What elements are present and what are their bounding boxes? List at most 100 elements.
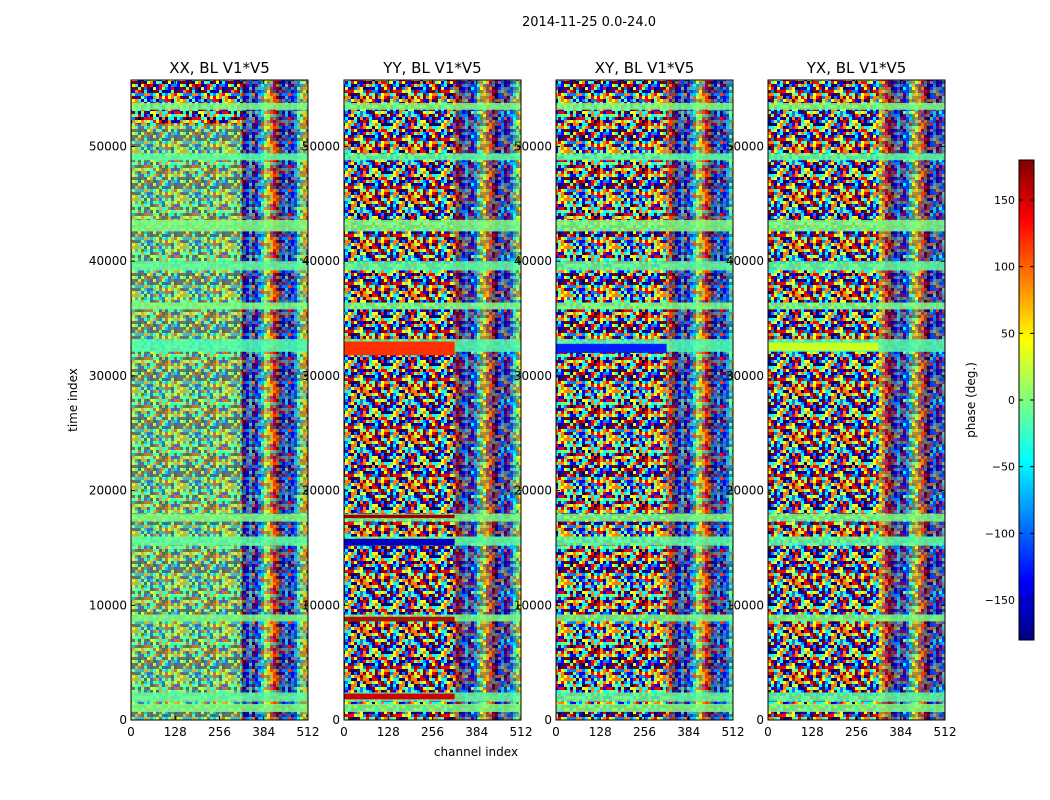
x-tick-label: 128 [589,725,612,739]
x-tick-label: 384 [677,725,700,739]
phase-fringes-xy [666,80,733,720]
coherent-phase-band [768,342,879,351]
flagged-band [768,302,945,310]
y-tick-label: 20000 [89,484,127,498]
flagged-band [344,302,521,310]
phase-fringes-yx [878,80,945,720]
coherent-phase-band [344,538,455,546]
panel-xy: XY, BL V1*V5 0 128 256 384 512 0 10000 20000 3000… [514,59,745,739]
flagged-band [344,219,521,232]
colorbar-tick-label: −100 [985,527,1015,540]
colorbar-tick-label: −50 [992,461,1015,474]
colorbar-tick-label: 150 [994,194,1015,207]
flagged-band [556,302,733,310]
y-tick-label: 30000 [89,369,127,383]
y-tick-label: 50000 [89,140,127,154]
panel-title-xy: XY, BL V1*V5 [595,59,695,77]
colorbar-tick-label: 0 [1008,394,1015,407]
flagged-band [556,536,733,546]
y-tick-label: 30000 [726,369,764,383]
x-tick-label: 0 [127,725,135,739]
flagged-band [131,703,308,712]
y-axis-label: time index [66,368,80,432]
flagged-band [344,153,521,161]
flagged-band [768,153,945,161]
flagged-band [131,614,308,622]
panel-yx: YX, BL V1*V5 0 128 256 384 512 0 10000 20000 3000… [726,59,957,739]
flagged-band [556,219,733,232]
flagged-band [556,102,733,110]
flagged-band [344,261,521,271]
y-tick-label: 10000 [726,598,764,612]
y-tick-label: 0 [332,713,340,727]
x-tick-label: 512 [722,725,745,739]
flagged-band [556,692,733,702]
x-axis-label: channel index [434,745,518,759]
phase-fringes-yy [454,80,521,720]
flagged-band [131,261,308,271]
flagged-band [556,703,733,712]
y-tick-label: 30000 [514,369,552,383]
x-tick-label: 512 [297,725,320,739]
panel-xx: XX, BL V1*V5 0 128 256 384 512 0 10000 20000 3000… [89,59,320,739]
y-tick-label: 50000 [302,140,340,154]
x-tick-label: 512 [510,725,533,739]
panel-title-xx: XX, BL V1*V5 [169,59,270,77]
y-tick-label: 40000 [302,254,340,268]
flagged-band [131,153,308,161]
y-tick-label: 50000 [726,140,764,154]
flagged-band [344,703,521,712]
x-tick-label: 256 [633,725,656,739]
flagged-band [131,339,308,352]
y-tick-label: 40000 [514,254,552,268]
flagged-band [344,102,521,110]
coherent-phase-band [344,514,455,519]
x-tick-label: 256 [421,725,444,739]
colorbar-tick-label: 50 [1001,327,1015,340]
flagged-band [131,536,308,546]
panel-title-yx: YX, BL V1*V5 [806,59,907,77]
y-tick-label: 20000 [514,484,552,498]
x-tick-label: 0 [552,725,560,739]
flagged-band [768,703,945,712]
flagged-band [768,513,945,522]
flagged-band [131,102,308,110]
colorbar-tick-label: 100 [994,261,1015,274]
x-tick-label: 256 [208,725,231,739]
y-tick-label: 30000 [302,369,340,383]
flagged-band [131,513,308,522]
flagged-band [768,261,945,271]
coherent-phase-band [344,616,455,622]
x-tick-label: 0 [764,725,772,739]
coherent-phase-band [556,343,667,353]
flagged-band [131,219,308,232]
x-tick-label: 384 [465,725,488,739]
y-tick-label: 0 [544,713,552,727]
panel-title-yy: YY, BL V1*V5 [382,59,481,77]
panel-yy: YY, BL V1*V5 0 128 256 384 512 0 10000 20000 3000… [302,59,533,739]
coherent-phase-band [344,341,455,356]
y-tick-label: 40000 [726,254,764,268]
y-tick-label: 0 [756,713,764,727]
y-tick-label: 20000 [302,484,340,498]
x-tick-label: 128 [801,725,824,739]
x-tick-label: 512 [934,725,957,739]
figure-suptitle: 2014-11-25 0.0-24.0 [522,15,656,30]
flagged-band [768,692,945,702]
flagged-band [131,302,308,310]
flagged-band [556,614,733,622]
colorbar: −150 −100 −50 0 50 100 150 phase (deg.) [964,159,1035,641]
flagged-band [768,536,945,546]
y-tick-label: 20000 [726,484,764,498]
flagged-band [131,692,308,702]
y-tick-label: 0 [119,713,127,727]
flagged-band [768,102,945,110]
y-tick-label: 10000 [302,598,340,612]
flagged-band [768,614,945,622]
coherent-phase-band [344,693,455,700]
flagged-band [556,261,733,271]
y-tick-label: 50000 [514,140,552,154]
colorbar-label: phase (deg.) [964,362,978,438]
flagged-band [768,219,945,232]
